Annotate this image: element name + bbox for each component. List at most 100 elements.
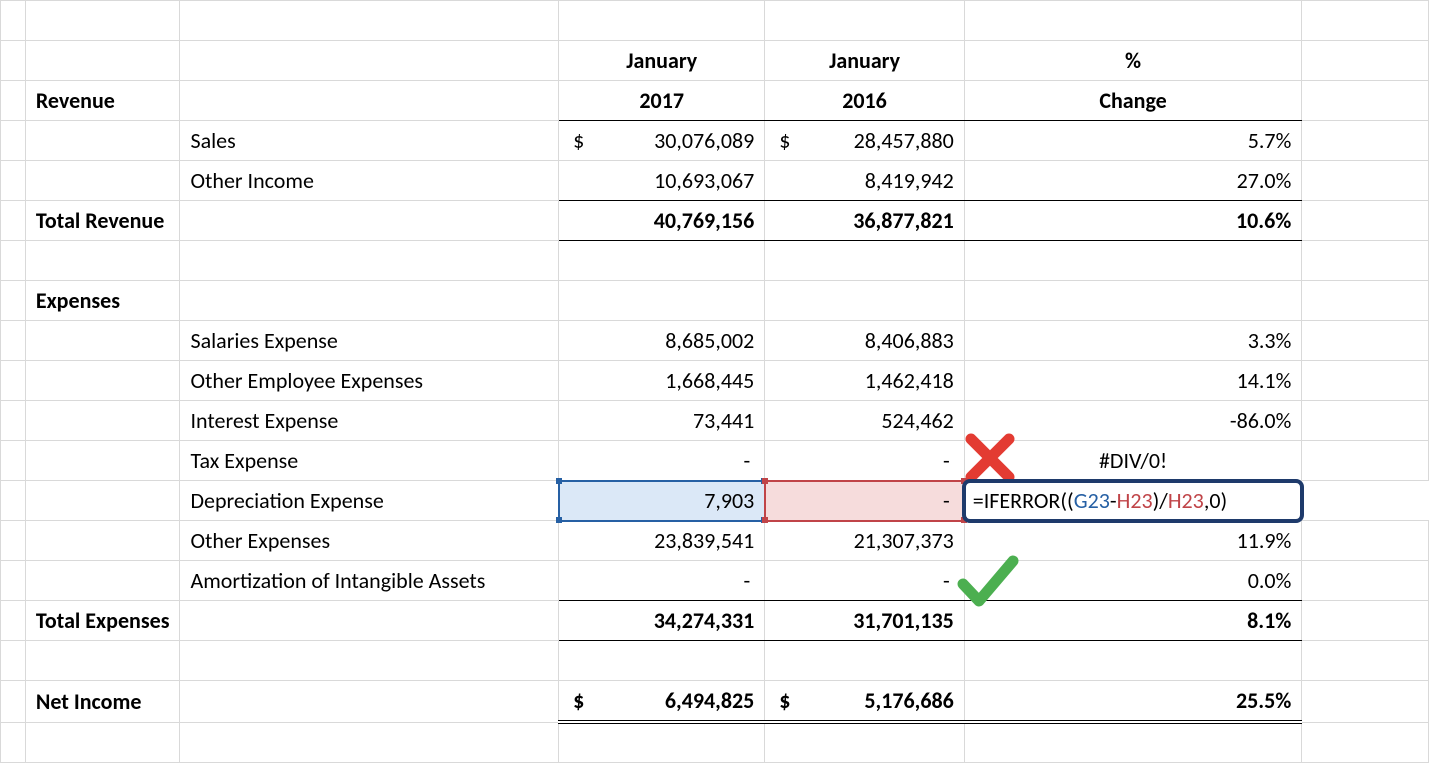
cell[interactable] [180, 641, 559, 681]
value-interest-2016[interactable]: 524,462 [765, 401, 965, 441]
cell[interactable] [559, 641, 765, 681]
pct-total-expenses[interactable]: 8.1% [964, 601, 1302, 641]
cell[interactable] [1302, 521, 1429, 561]
cell[interactable] [1, 722, 26, 762]
value-other-emp-2016[interactable]: 1,462,418 [765, 361, 965, 401]
cell[interactable] [964, 722, 1302, 762]
cell[interactable] [1302, 121, 1429, 161]
value-total-revenue-2016[interactable]: 36,877,821 [765, 201, 965, 241]
cell[interactable] [1, 1, 26, 41]
cell[interactable] [180, 681, 559, 723]
formula-edit-cell[interactable]: =IFERROR((G23-H23)/H23,0) [964, 481, 1302, 521]
cell[interactable] [1, 441, 26, 481]
value-other-expenses-2017[interactable]: 23,839,541 [559, 521, 765, 561]
cell[interactable] [1, 641, 26, 681]
cell[interactable] [559, 241, 765, 281]
cell[interactable] [1, 321, 26, 361]
cell[interactable] [1, 201, 26, 241]
cell[interactable] [1302, 561, 1429, 601]
cell[interactable] [25, 521, 180, 561]
cell[interactable] [559, 281, 765, 321]
value-other-expenses-2016[interactable]: 21,307,373 [765, 521, 965, 561]
cell[interactable] [1302, 81, 1429, 121]
value-other-income-2017[interactable]: 10,693,067 [559, 161, 765, 201]
cell[interactable] [1302, 641, 1429, 681]
cell[interactable] [1302, 601, 1429, 641]
value-tax-2016[interactable]: - [765, 441, 965, 481]
value-sales-2017[interactable]: $30,076,089 [559, 121, 765, 161]
cell[interactable] [964, 281, 1302, 321]
cell[interactable] [25, 722, 180, 762]
cell[interactable] [25, 241, 180, 281]
cell[interactable] [1, 81, 26, 121]
cell[interactable] [1302, 401, 1429, 441]
pct-other-expenses[interactable]: 11.9% [964, 521, 1302, 561]
cell[interactable] [25, 401, 180, 441]
cell[interactable] [180, 201, 559, 241]
cell[interactable] [964, 641, 1302, 681]
cell[interactable] [765, 281, 965, 321]
cell[interactable] [1302, 1, 1429, 41]
spreadsheet-grid[interactable]: January January % Revenue 2017 2016 Chan… [0, 0, 1429, 763]
cell[interactable] [1, 281, 26, 321]
value-net-income-2017[interactable]: $6,494,825 [559, 681, 765, 723]
cell[interactable] [25, 41, 180, 81]
cell[interactable] [1, 161, 26, 201]
cell[interactable] [1, 681, 26, 723]
cell[interactable] [25, 481, 180, 521]
value-salaries-2017[interactable]: 8,685,002 [559, 321, 765, 361]
cell[interactable] [765, 641, 965, 681]
value-amort-2016[interactable]: - [765, 561, 965, 601]
cell[interactable] [25, 321, 180, 361]
cell[interactable] [1, 481, 26, 521]
value-total-expenses-2017[interactable]: 34,274,331 [559, 601, 765, 641]
cell[interactable] [180, 241, 559, 281]
value-other-emp-2017[interactable]: 1,668,445 [559, 361, 765, 401]
pct-net-income[interactable]: 25.5% [964, 681, 1302, 723]
cell[interactable] [1302, 681, 1429, 723]
cell[interactable] [964, 1, 1302, 41]
cell[interactable] [1302, 281, 1429, 321]
pct-total-revenue[interactable]: 10.6% [964, 201, 1302, 241]
cell[interactable] [1, 601, 26, 641]
cell[interactable] [559, 722, 765, 762]
cell[interactable] [1, 521, 26, 561]
pct-other-income[interactable]: 27.0% [964, 161, 1302, 201]
cell[interactable] [1302, 722, 1429, 762]
pct-other-emp[interactable]: 14.1% [964, 361, 1302, 401]
cell[interactable] [765, 241, 965, 281]
cell[interactable] [765, 722, 965, 762]
cell[interactable] [25, 1, 180, 41]
cell[interactable] [1302, 321, 1429, 361]
cell[interactable] [1, 561, 26, 601]
cell[interactable] [25, 441, 180, 481]
cell[interactable] [25, 161, 180, 201]
value-total-revenue-2017[interactable]: 40,769,156 [559, 201, 765, 241]
cell[interactable] [559, 1, 765, 41]
cell[interactable] [1302, 41, 1429, 81]
cell[interactable] [180, 41, 559, 81]
cell[interactable] [25, 641, 180, 681]
cell[interactable] [180, 281, 559, 321]
cell[interactable] [25, 561, 180, 601]
cell[interactable] [180, 601, 559, 641]
value-interest-2017[interactable]: 73,441 [559, 401, 765, 441]
cell[interactable] [25, 121, 180, 161]
cell[interactable] [180, 722, 559, 762]
cell[interactable] [1302, 161, 1429, 201]
cell[interactable] [1, 361, 26, 401]
cell[interactable] [1, 41, 26, 81]
pct-amort[interactable]: 0.0% [964, 561, 1302, 601]
cell[interactable] [1302, 441, 1429, 481]
cell[interactable] [180, 1, 559, 41]
selected-cell-g23[interactable]: 7,903 [559, 481, 765, 521]
pct-tax-error[interactable]: #DIV/0! [964, 441, 1302, 481]
cell[interactable] [25, 361, 180, 401]
value-other-income-2016[interactable]: 8,419,942 [765, 161, 965, 201]
pct-sales[interactable]: 5.7% [964, 121, 1302, 161]
cell[interactable] [964, 241, 1302, 281]
selected-cell-h23[interactable]: - [765, 481, 965, 521]
value-total-expenses-2016[interactable]: 31,701,135 [765, 601, 965, 641]
pct-salaries[interactable]: 3.3% [964, 321, 1302, 361]
cell[interactable] [1, 241, 26, 281]
